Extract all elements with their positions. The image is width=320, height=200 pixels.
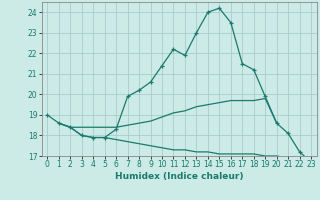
X-axis label: Humidex (Indice chaleur): Humidex (Indice chaleur) xyxy=(115,172,244,181)
